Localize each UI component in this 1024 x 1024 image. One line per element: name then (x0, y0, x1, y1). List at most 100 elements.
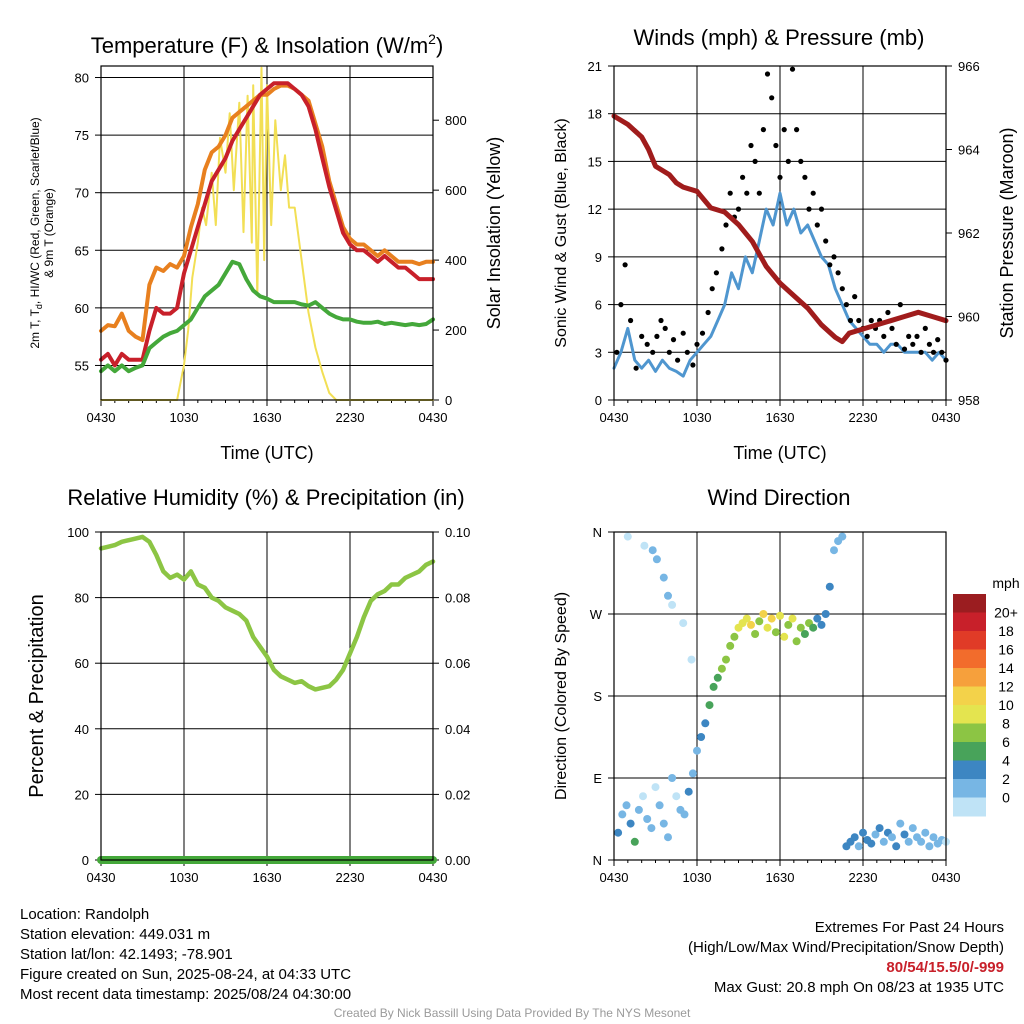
direction-point (693, 746, 701, 755)
gust-point (806, 206, 812, 212)
direction-point (626, 819, 635, 828)
gust-point (847, 317, 854, 324)
gust-point (680, 330, 686, 336)
x-tick-label: 0430 (87, 870, 116, 885)
gust-point (906, 333, 912, 339)
y-right-axis-label-text: Solar Insolation (Yellow) (484, 137, 504, 329)
y-right-tick-label: 0.06 (445, 656, 470, 671)
colorbar-label: 18 (998, 623, 1014, 639)
gust-point (764, 71, 771, 77)
plot-frame (613, 531, 947, 861)
direction-point (659, 573, 668, 582)
recent-data-timestamp: Most recent data timestamp: 2025/08/24 0… (20, 986, 352, 1003)
gust-point (740, 174, 746, 180)
gust-point (839, 286, 845, 292)
direction-point (614, 828, 623, 837)
x-tick-label: 0430 (932, 870, 961, 885)
colorbar-label: 4 (1002, 753, 1010, 769)
y-tick-label: N (593, 525, 602, 540)
colorbar-swatch (953, 723, 986, 743)
gust-point (727, 190, 733, 196)
colorbar-swatch (953, 631, 986, 650)
gust-point (744, 190, 750, 196)
y-tick-label: 75 (75, 128, 89, 143)
series-line-1 (99, 81, 435, 368)
gust-point (868, 317, 874, 324)
gust-point (794, 127, 800, 133)
direction-point (672, 792, 681, 801)
x-tick-label: 2230 (336, 870, 365, 885)
direction-point (917, 837, 926, 846)
gust-point (930, 349, 937, 355)
colorbar-swatch (953, 686, 986, 706)
gust-point (835, 270, 841, 276)
colorbar-swatch (953, 612, 986, 632)
direction-point (742, 614, 751, 623)
direction-point (630, 837, 639, 846)
chart-title: Temperature (F) & Insolation (W/m2) (91, 31, 444, 58)
y-tick-label: 18 (588, 107, 602, 122)
x-axis-label: Time (UTC) (220, 443, 313, 463)
direction-point (908, 824, 917, 833)
gust-point (684, 349, 690, 355)
y-right-tick-label: 966 (958, 59, 980, 74)
y-right-tick-label: 0.02 (445, 787, 470, 802)
direction-point (875, 824, 884, 833)
extremes-title: Extremes For Past 24 Hours (814, 919, 1004, 936)
colorbar-swatch (953, 705, 986, 724)
series-line-0 (99, 83, 435, 343)
x-tick-label: 0430 (419, 870, 448, 885)
gust-point (897, 302, 903, 308)
direction-point (651, 783, 660, 792)
colorbar-label: 6 (1002, 734, 1010, 750)
extremes-values: 80/54/15.5/0/-999 (886, 959, 1004, 976)
gust-point (713, 270, 720, 276)
gust-point (814, 222, 820, 228)
gust-point (670, 337, 677, 343)
gust-point (789, 66, 796, 72)
y-tick-label: 0 (82, 853, 89, 868)
direction-point (830, 546, 838, 555)
direction-point (701, 719, 710, 728)
direction-point (929, 833, 938, 842)
direction-point (680, 810, 689, 819)
max-gust: Max Gust: 20.8 mph On 08/23 at 1935 UTC (713, 979, 1004, 996)
direction-point (780, 632, 789, 641)
colorbar-swatch (953, 742, 986, 761)
y-tick-label: 3 (595, 345, 602, 360)
direction-point (892, 842, 901, 851)
y-right-tick-label: 0 (445, 393, 452, 408)
direction-point (623, 532, 632, 541)
station-info: Location: Randolph Station elevation: 44… (20, 905, 351, 1005)
direction-point (634, 805, 643, 814)
y-right-tick-label: 964 (958, 143, 980, 158)
direction-point (639, 792, 647, 801)
extremes-box: Extremes For Past 24 Hours (High/Low/Max… (688, 918, 1004, 998)
gust-point (639, 333, 645, 339)
direction-point (925, 842, 934, 851)
direction-point (730, 632, 739, 641)
direction-point (668, 600, 677, 609)
plot-frame (100, 65, 434, 401)
colorbar-label: 10 (998, 697, 1014, 713)
series-line-2 (99, 259, 435, 374)
y-right-tick-label: 960 (958, 310, 980, 325)
direction-point (688, 769, 697, 778)
gust-point (690, 362, 696, 368)
y-tick-label: 100 (67, 525, 89, 540)
direction-point (684, 787, 693, 796)
direction-point (879, 837, 888, 846)
gust-point (802, 174, 808, 180)
chart-title: Wind Direction (707, 485, 850, 510)
direction-point (821, 610, 830, 618)
gust-point (773, 142, 779, 149)
direction-point (668, 774, 677, 782)
gust-point (918, 349, 924, 355)
direction-point (767, 614, 776, 623)
gust-point (719, 246, 725, 252)
gust-point (827, 262, 833, 268)
y-tick-label: 0 (595, 393, 602, 408)
y-tick-label: 6 (595, 298, 602, 313)
x-tick-label: 0430 (932, 410, 961, 425)
